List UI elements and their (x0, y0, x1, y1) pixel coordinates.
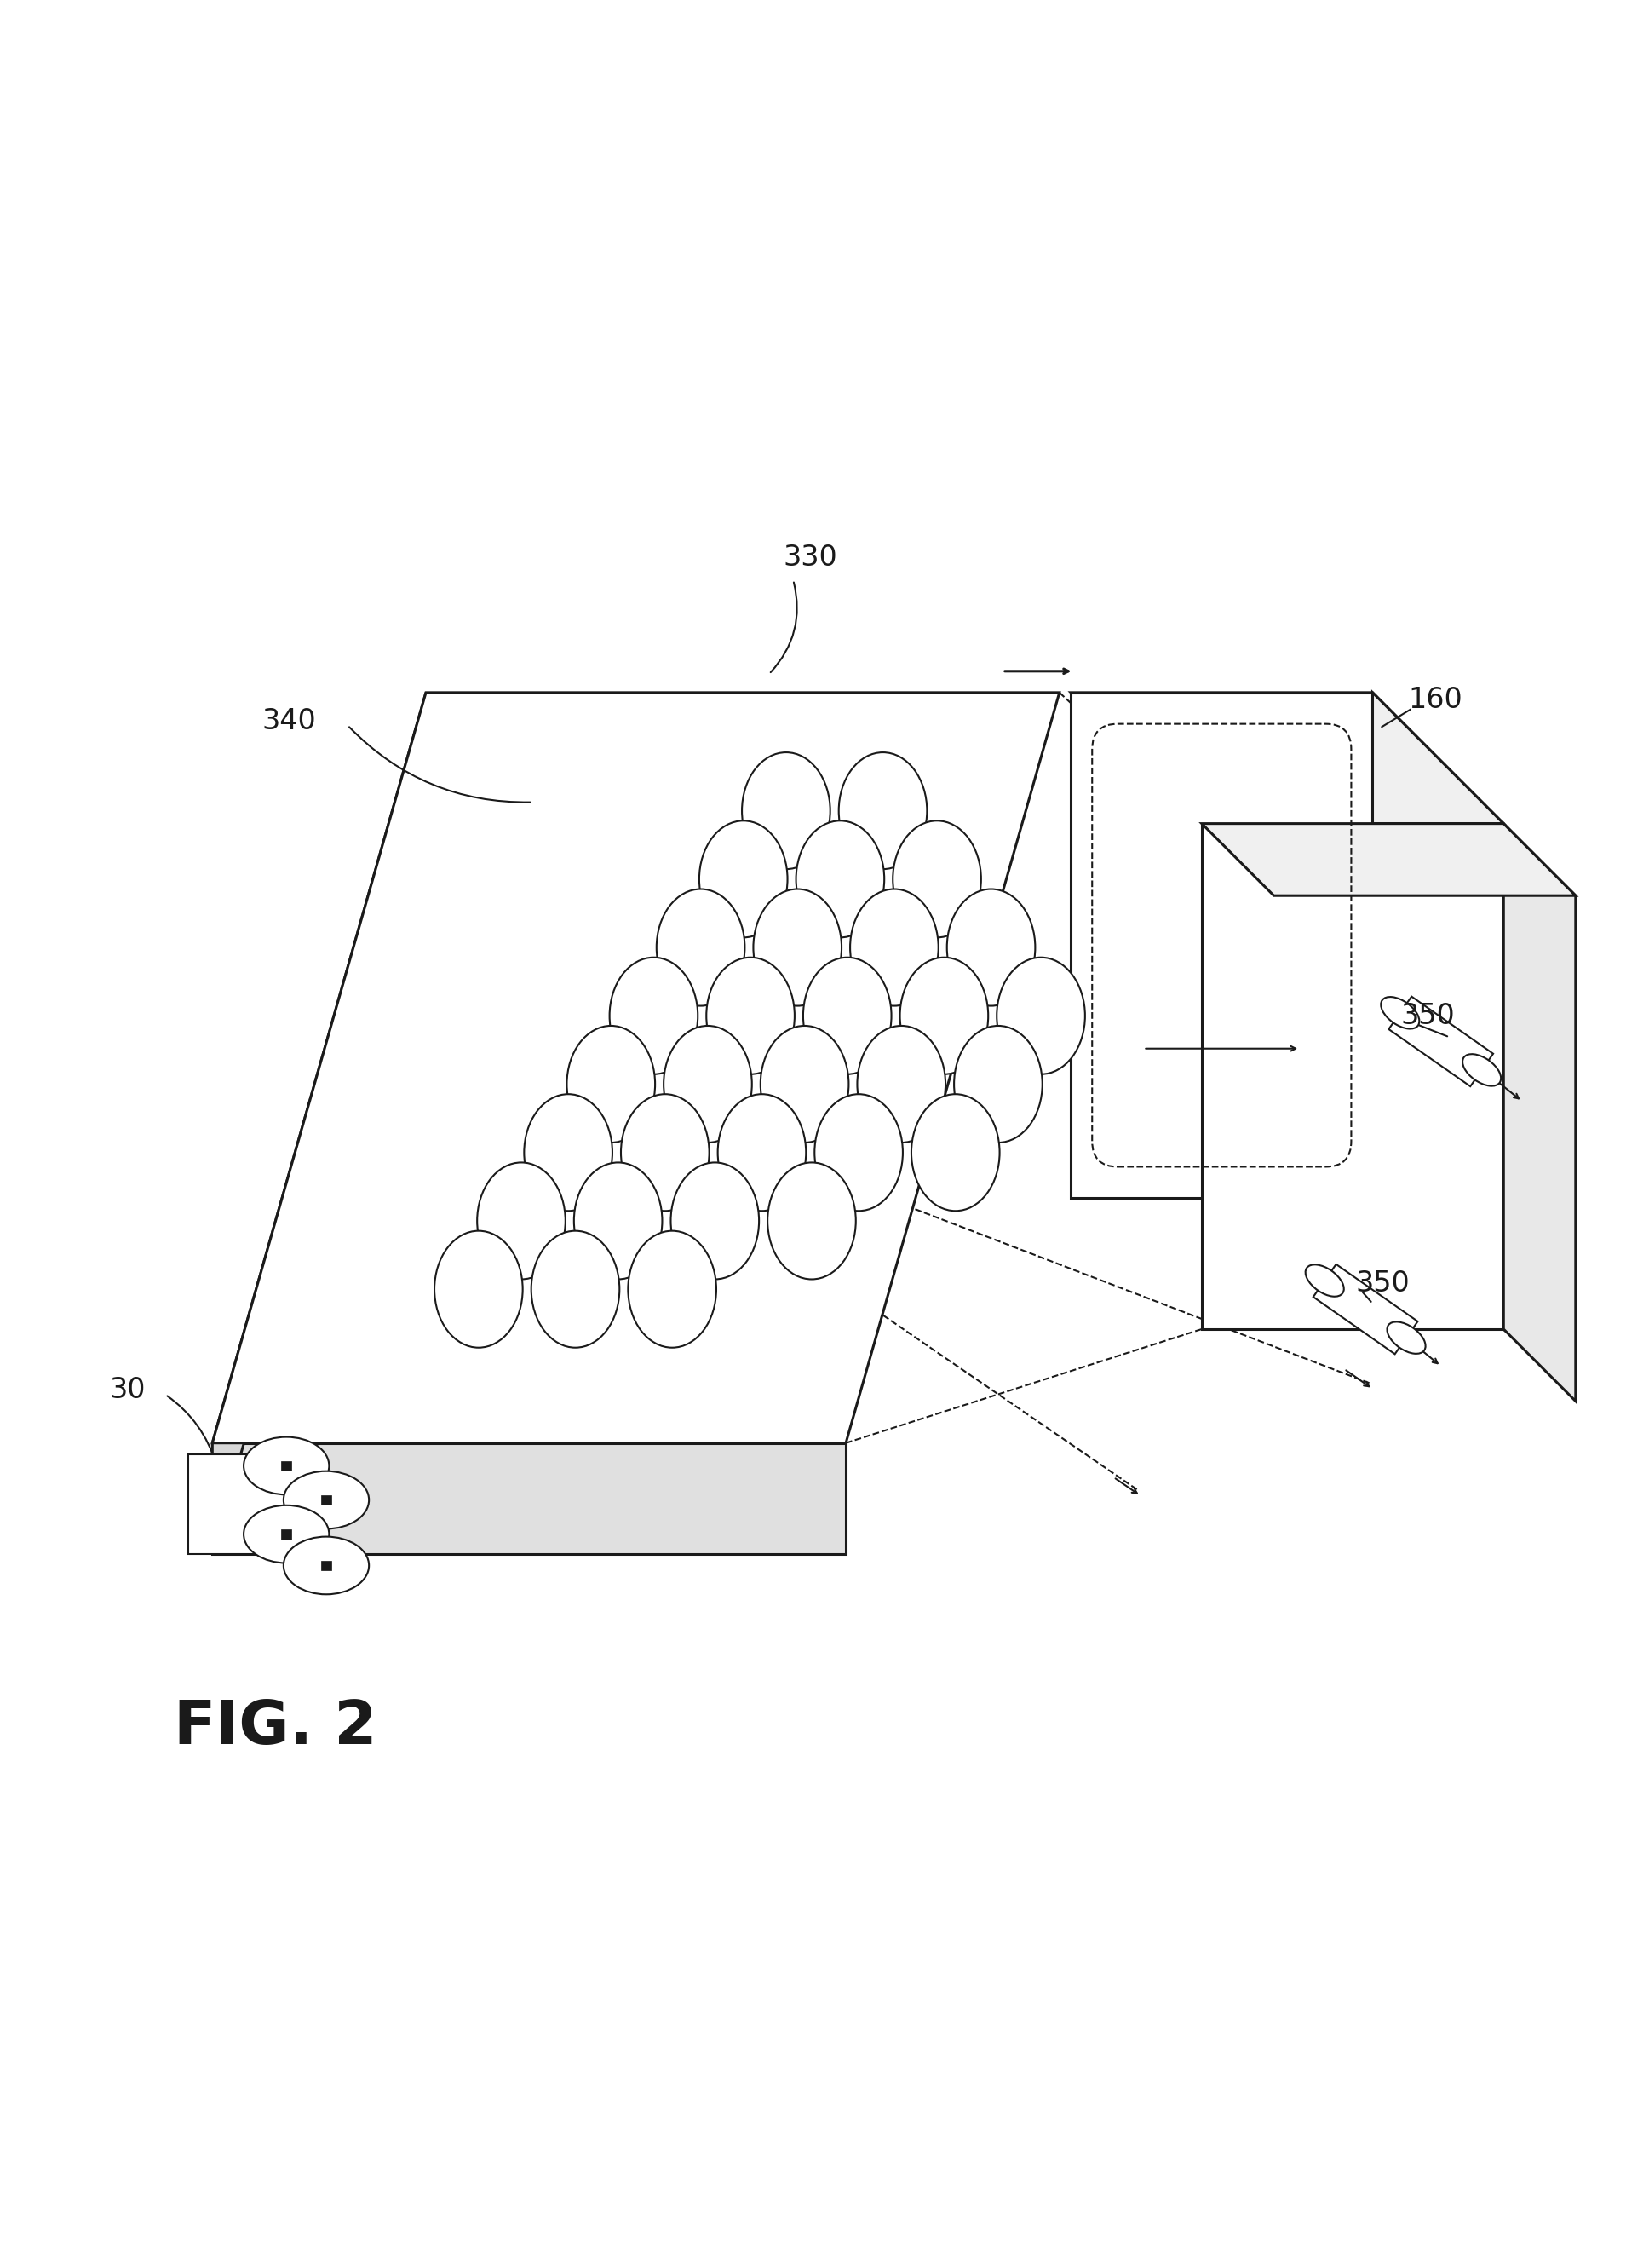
Bar (282, 1529, 292, 1540)
Polygon shape (1372, 692, 1504, 1329)
Text: FIG. 2: FIG. 2 (173, 1699, 378, 1758)
Polygon shape (1070, 692, 1504, 823)
Ellipse shape (839, 753, 927, 869)
Polygon shape (213, 692, 425, 1554)
Ellipse shape (1380, 998, 1420, 1030)
Ellipse shape (284, 1538, 369, 1594)
Ellipse shape (857, 1025, 945, 1143)
Text: 30: 30 (109, 1377, 145, 1404)
Ellipse shape (815, 1093, 902, 1211)
Text: 160: 160 (1408, 685, 1463, 714)
Text: 350: 350 (1402, 1002, 1456, 1030)
Polygon shape (1504, 823, 1575, 1402)
Ellipse shape (955, 1025, 1042, 1143)
Ellipse shape (524, 1093, 612, 1211)
Polygon shape (213, 1442, 846, 1554)
Ellipse shape (244, 1506, 330, 1563)
Polygon shape (188, 1454, 312, 1554)
Text: 340: 340 (262, 708, 317, 735)
Ellipse shape (947, 889, 1036, 1005)
Ellipse shape (699, 821, 788, 937)
Ellipse shape (567, 1025, 655, 1143)
Polygon shape (1388, 996, 1494, 1086)
Ellipse shape (574, 1163, 663, 1279)
Ellipse shape (900, 957, 988, 1075)
Bar (322, 1560, 331, 1569)
Ellipse shape (1463, 1055, 1501, 1086)
Ellipse shape (610, 957, 698, 1075)
Text: 330: 330 (783, 544, 838, 572)
Ellipse shape (742, 753, 829, 869)
Ellipse shape (912, 1093, 999, 1211)
Ellipse shape (663, 1025, 752, 1143)
Ellipse shape (671, 1163, 759, 1279)
Ellipse shape (628, 1232, 716, 1347)
Polygon shape (1202, 823, 1575, 896)
Ellipse shape (1306, 1266, 1344, 1297)
Ellipse shape (803, 957, 892, 1075)
Ellipse shape (996, 957, 1085, 1075)
Ellipse shape (531, 1232, 620, 1347)
Ellipse shape (892, 821, 981, 937)
Ellipse shape (1387, 1322, 1425, 1354)
Bar (282, 1461, 292, 1470)
Ellipse shape (796, 821, 884, 937)
Bar (322, 1495, 331, 1506)
Ellipse shape (622, 1093, 709, 1211)
Ellipse shape (656, 889, 745, 1005)
Ellipse shape (477, 1163, 566, 1279)
Ellipse shape (244, 1438, 330, 1495)
Polygon shape (1070, 692, 1372, 1198)
Ellipse shape (767, 1163, 856, 1279)
Ellipse shape (851, 889, 938, 1005)
Ellipse shape (434, 1232, 523, 1347)
Ellipse shape (754, 889, 841, 1005)
Polygon shape (1202, 823, 1504, 1329)
Polygon shape (1313, 1263, 1418, 1354)
Ellipse shape (717, 1093, 806, 1211)
Ellipse shape (760, 1025, 849, 1143)
Ellipse shape (706, 957, 795, 1075)
Polygon shape (213, 692, 1059, 1442)
Ellipse shape (284, 1472, 369, 1529)
Text: 350: 350 (1355, 1270, 1410, 1297)
